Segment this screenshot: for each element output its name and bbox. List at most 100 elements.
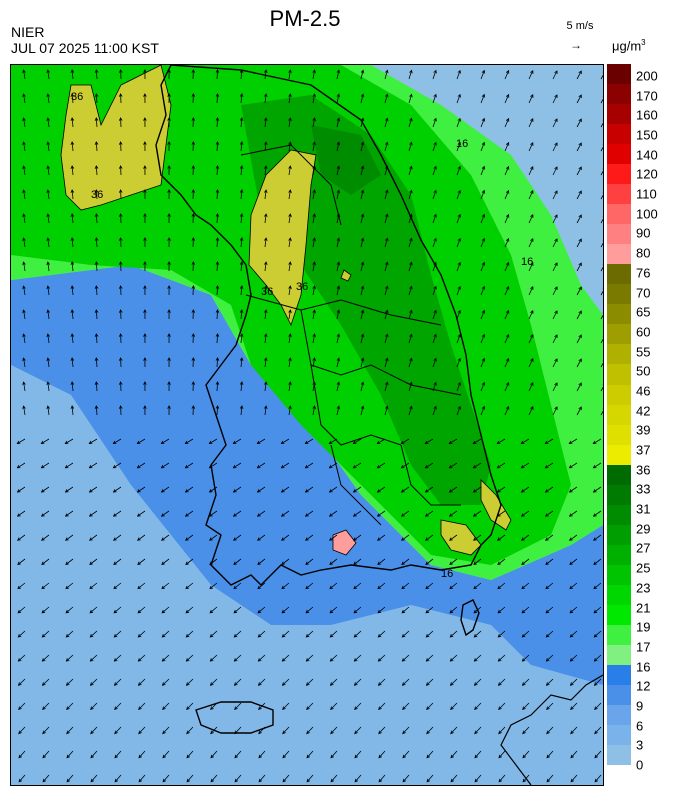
wind-vector-icon: [240, 141, 243, 152]
wind-vector-icon: [521, 558, 530, 565]
wind-vector-icon: [474, 774, 482, 783]
wind-vector-head-icon: [505, 93, 510, 98]
wind-vector-head-icon: [530, 94, 534, 98]
wind-vector-head-icon: [70, 165, 75, 169]
wind-vector-head-icon: [530, 214, 534, 218]
wind-vector-head-icon: [118, 237, 123, 241]
wind-vector-icon: [113, 582, 122, 589]
wind-vector-icon: [473, 510, 482, 517]
wind-vector-icon: [95, 69, 98, 80]
wind-vector-head-icon: [360, 309, 365, 314]
wind-vector-icon: [305, 462, 314, 469]
wind-vector-icon: [281, 534, 290, 541]
wind-vector-icon: [89, 534, 98, 541]
wind-vector-head-icon: [256, 440, 261, 445]
unit-exponent: 3: [641, 38, 646, 47]
wind-vector-head-icon: [312, 69, 316, 74]
wind-vector-icon: [456, 286, 461, 296]
wind-vector-head-icon: [118, 333, 123, 337]
wind-vector-head-icon: [521, 609, 526, 614]
wind-vector-icon: [528, 406, 534, 416]
wind-vector-icon: [240, 165, 243, 176]
wind-vector-head-icon: [378, 706, 382, 710]
wind-vector-head-icon: [233, 561, 237, 566]
wind-vector-head-icon: [457, 309, 461, 314]
wind-vector-icon: [576, 310, 582, 320]
wind-vector-head-icon: [66, 730, 70, 735]
wind-vector-head-icon: [312, 213, 316, 218]
wind-vector-head-icon: [569, 682, 574, 686]
wind-vector-icon: [402, 654, 410, 662]
wind-vector-head-icon: [545, 682, 550, 686]
wind-vector-icon: [552, 238, 558, 248]
wind-vector-icon: [480, 382, 485, 392]
wind-vector-icon: [456, 406, 461, 416]
wind-vector-head-icon: [210, 778, 215, 783]
wind-vector-head-icon: [256, 513, 261, 517]
wind-vector-icon: [137, 486, 146, 493]
colorbar-label: 90: [636, 225, 651, 241]
wind-vector-icon: [401, 558, 410, 565]
wind-vector-icon: [216, 381, 218, 392]
wind-vector-head-icon: [330, 730, 334, 735]
wind-vector-icon: [258, 678, 266, 686]
wind-vector-icon: [161, 534, 170, 541]
wind-vector-head-icon: [288, 237, 292, 242]
wind-vector-head-icon: [378, 730, 382, 735]
wind-vector-head-icon: [424, 440, 429, 445]
wind-vector-icon: [360, 382, 364, 392]
wind-vector-icon: [552, 286, 558, 296]
wind-vector-head-icon: [264, 93, 268, 98]
wind-vector-icon: [593, 486, 602, 493]
wind-vector-icon: [504, 406, 509, 416]
wind-vector-icon: [504, 214, 509, 224]
wind-vector-icon: [480, 358, 485, 368]
wind-vector-icon: [240, 381, 243, 392]
wind-vector-icon: [360, 358, 364, 368]
wind-vector-head-icon: [554, 118, 558, 123]
wind-vector-head-icon: [239, 261, 244, 265]
wind-vector-icon: [306, 702, 314, 710]
wind-vector-icon: [456, 142, 461, 152]
wind-vector-icon: [473, 534, 482, 541]
wind-vector-icon: [425, 606, 434, 614]
colorbar-cell: [607, 264, 631, 285]
wind-vector-head-icon: [42, 778, 47, 783]
wind-vector-head-icon: [256, 489, 261, 493]
wind-vector-head-icon: [474, 730, 478, 735]
wind-vector-icon: [330, 702, 338, 710]
wind-vector-head-icon: [239, 93, 244, 97]
wind-vector-icon: [378, 630, 386, 638]
wind-vector-icon: [426, 726, 434, 734]
wind-vector-icon: [312, 262, 315, 272]
wind-vector-icon: [281, 438, 290, 444]
wind-vector-head-icon: [167, 189, 171, 193]
wind-vector-icon: [384, 190, 388, 200]
wind-vector-icon: [360, 118, 364, 128]
wind-vector-icon: [570, 774, 578, 783]
wind-vector-head-icon: [530, 382, 534, 386]
wind-vector-icon: [90, 774, 98, 783]
wind-vector-head-icon: [288, 165, 292, 170]
wind-vector-head-icon: [402, 778, 407, 783]
wind-vector-icon: [312, 190, 315, 200]
wind-vector-icon: [336, 238, 340, 248]
wind-vector-head-icon: [353, 561, 357, 566]
wind-vector-icon: [401, 462, 410, 469]
wind-vector-icon: [384, 406, 388, 416]
wind-vector-head-icon: [328, 513, 333, 517]
wind-vector-head-icon: [554, 406, 558, 411]
wind-vector-icon: [47, 382, 50, 392]
wind-vector-head-icon: [208, 440, 213, 445]
wind-vector-icon: [480, 238, 485, 248]
wind-vector-icon: [408, 406, 412, 416]
wind-vector-icon: [216, 261, 218, 272]
wind-vector-head-icon: [354, 730, 358, 735]
wind-vector-icon: [497, 534, 506, 541]
wind-vector-head-icon: [545, 585, 549, 590]
wind-vector-head-icon: [569, 561, 573, 566]
wind-vector-icon: [234, 630, 242, 638]
wind-vector-head-icon: [288, 69, 292, 74]
wind-vector-head-icon: [264, 405, 268, 410]
wind-vector-head-icon: [143, 93, 147, 97]
